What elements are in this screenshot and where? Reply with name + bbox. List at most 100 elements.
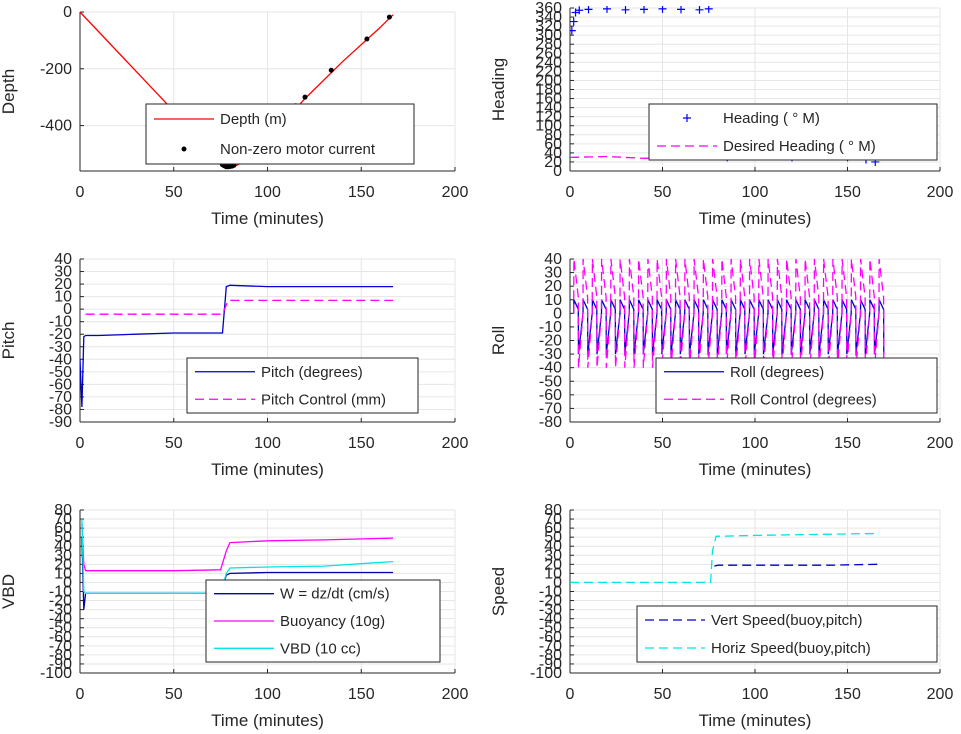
- y-tick-label: -50: [49, 620, 72, 637]
- y-tick-label: -100: [40, 665, 72, 682]
- chart-depth: 0 50 100 150 200 0 -200 -400 Time (minutes) Depth…: [0, 4, 468, 228]
- legend-box: [636, 605, 938, 663]
- y-tick-label: 100: [535, 118, 562, 135]
- x-tick-label: 150: [834, 435, 861, 452]
- y-tick-label: -90: [539, 656, 562, 673]
- y-tick-label: -70: [539, 400, 562, 417]
- y-tick-label: -20: [539, 593, 562, 610]
- y-tick-label: -40: [539, 611, 562, 628]
- y-tick-label: -40: [539, 360, 562, 377]
- chart-speed: 0 50 100 150 200-100-90-80-70-60-50-40-30-20…: [489, 502, 953, 730]
- y-tick-label: -30: [539, 346, 562, 363]
- legend-label: Depth (m): [220, 111, 287, 128]
- data-point: [328, 67, 334, 73]
- y-axis-label: Roll: [489, 326, 508, 355]
- y-tick-label: 60: [544, 520, 562, 537]
- legend-label: W = dz/dt (cm/s): [280, 586, 390, 603]
- data-point: [386, 14, 392, 20]
- legend: W = dz/dt (cm/s) Buoyancy (10g) VBD (10 cc…: [205, 579, 441, 663]
- data-point: [695, 6, 704, 14]
- y-tick-label: 0: [553, 574, 562, 591]
- x-tick-label: 50: [165, 435, 183, 452]
- x-tick-label: 0: [566, 686, 575, 703]
- x-tick-label: 150: [348, 686, 375, 703]
- y-tick-label: 30: [54, 547, 72, 564]
- data-point: [621, 6, 630, 14]
- data-point: [704, 6, 713, 13]
- y-tick-label: -10: [539, 584, 562, 601]
- legend-label: Non-zero motor current: [220, 141, 376, 158]
- y-axis-label: Depth: [0, 69, 18, 114]
- data-point: [575, 6, 584, 15]
- legend: Vert Speed(buoy,pitch) Horiz Speed(buoy,p…: [636, 605, 938, 663]
- y-tick-label: 120: [535, 109, 562, 126]
- y-tick-label: -40: [49, 611, 72, 628]
- x-tick-label: 0: [566, 435, 575, 452]
- y-tick-label: 80: [544, 127, 562, 144]
- y-tick-label: 0: [63, 4, 72, 21]
- y-tick-label: -90: [49, 414, 72, 431]
- x-tick-label: 200: [927, 184, 954, 201]
- series-line: [80, 284, 394, 408]
- y-tick-label: 40: [544, 251, 562, 268]
- series-group: [80, 284, 394, 408]
- y-tick-label: 40: [544, 538, 562, 555]
- y-tick-label: -30: [49, 602, 72, 619]
- legend: Heading ( ° M) Desired Heading ( ° M): [648, 103, 938, 161]
- x-tick-label: 150: [348, 435, 375, 452]
- y-tick-label: 200: [535, 72, 562, 89]
- y-tick-label: 60: [54, 520, 72, 537]
- x-tick-label: 50: [654, 435, 672, 452]
- y-tick-label: -10: [49, 314, 72, 331]
- y-tick-label: -80: [49, 647, 72, 664]
- x-tick-label: 0: [76, 184, 85, 201]
- y-tick-label: -50: [49, 364, 72, 381]
- data-point: [584, 6, 593, 14]
- legend: Pitch (degrees) Pitch Control (mm): [186, 357, 419, 414]
- x-tick-label: 50: [654, 184, 672, 201]
- y-tick-label: 20: [54, 276, 72, 293]
- chart-heading: 0 50 100 150 2000204060801001201401601802002…: [489, 0, 953, 228]
- y-tick-label: 10: [54, 565, 72, 582]
- legend-box: [655, 357, 938, 414]
- data-point: [364, 36, 370, 42]
- legend-label: Pitch (degrees): [261, 364, 363, 381]
- chart-roll: 0 50 100 150 200-80-70-60-50-40-30-20-100102…: [489, 251, 953, 479]
- x-tick-label: 50: [165, 184, 183, 201]
- legend-label: Desired Heading ( ° M): [723, 138, 876, 155]
- legend-label: Heading ( ° M): [723, 110, 820, 127]
- y-tick-label: -80: [539, 647, 562, 664]
- y-tick-label: 40: [544, 145, 562, 162]
- y-tick-label: 20: [544, 556, 562, 573]
- data-point: [640, 6, 648, 14]
- y-tick-label: -60: [539, 629, 562, 646]
- series-group: [570, 532, 880, 584]
- y-tick-label: 240: [535, 54, 562, 71]
- y-tick-label: 10: [544, 292, 562, 309]
- y-tick-label: -70: [49, 389, 72, 406]
- y-tick-label: 180: [535, 82, 562, 99]
- y-axis-label: Speed: [489, 567, 508, 616]
- y-tick-label: -30: [49, 339, 72, 356]
- x-tick-label: 200: [927, 435, 954, 452]
- x-axis-label: Time (minutes): [699, 711, 812, 730]
- y-tick-label: 20: [544, 154, 562, 171]
- y-tick-label: 20: [54, 556, 72, 573]
- y-tick-label: 300: [535, 27, 562, 44]
- y-tick-label: -30: [539, 602, 562, 619]
- legend: Depth (m) Non-zero motor current: [145, 103, 415, 165]
- y-tick-label: -400: [40, 118, 72, 135]
- y-tick-label: 10: [54, 289, 72, 306]
- chart-vbd: 0 50 100 150 200-100-90-80-70-60-50-40-30-20…: [0, 502, 468, 730]
- y-tick-label: 80: [54, 502, 72, 519]
- x-axis-label: Time (minutes): [699, 460, 812, 479]
- y-tick-label: 140: [535, 100, 562, 117]
- y-tick-label: -200: [40, 61, 72, 78]
- x-tick-label: 0: [76, 435, 85, 452]
- legend: Roll (degrees) Roll Control (degrees): [655, 357, 938, 414]
- y-tick-label: 320: [535, 18, 562, 35]
- x-tick-label: 0: [566, 184, 575, 201]
- series-line: [714, 563, 880, 567]
- y-tick-label: 40: [54, 251, 72, 268]
- series-line: [81, 523, 394, 572]
